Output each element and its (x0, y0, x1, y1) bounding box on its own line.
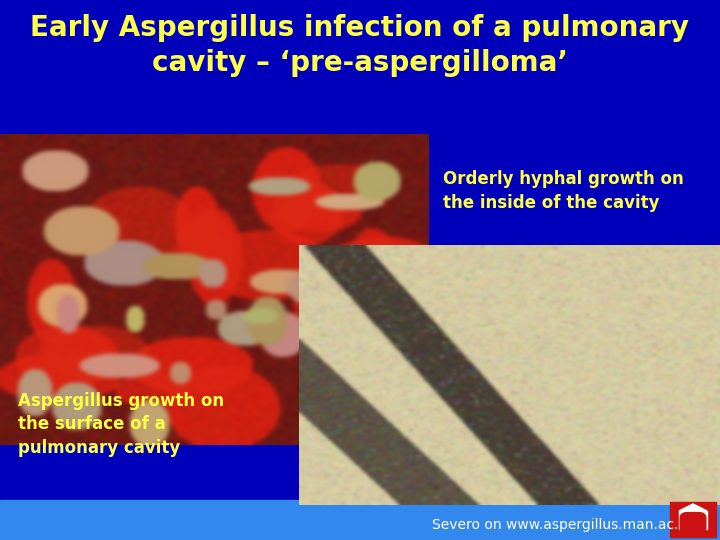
Bar (679, 511, 707, 529)
Text: Early Aspergillus infection of a pulmonary
cavity – ‘pre-aspergilloma’: Early Aspergillus infection of a pulmona… (30, 14, 690, 77)
Polygon shape (679, 504, 707, 511)
Text: Aspergillus growth on
the surface of a
pulmonary cavity: Aspergillus growth on the surface of a p… (18, 392, 224, 457)
Text: Orderly hyphal growth on
the inside of the cavity: Orderly hyphal growth on the inside of t… (443, 170, 683, 212)
Bar (0, 500, 720, 540)
FancyBboxPatch shape (680, 512, 706, 534)
Text: Severo on www.aspergillus.man.ac.uk: Severo on www.aspergillus.man.ac.uk (432, 518, 696, 532)
Bar (670, 502, 716, 537)
